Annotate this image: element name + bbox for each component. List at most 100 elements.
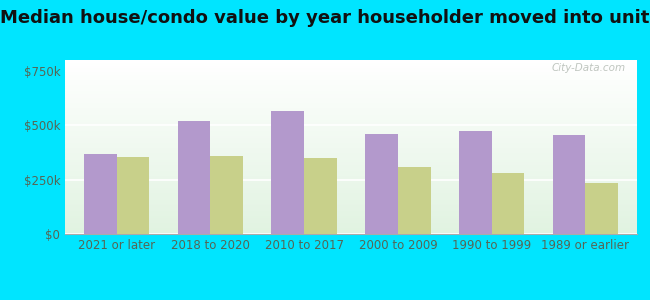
Bar	[65, 224, 637, 225]
Bar	[65, 225, 637, 227]
Bar	[65, 100, 637, 102]
Bar	[65, 88, 637, 90]
Bar	[65, 232, 637, 234]
Bar	[65, 79, 637, 81]
Bar	[65, 227, 637, 229]
Bar	[65, 145, 637, 147]
Bar	[65, 114, 637, 116]
Bar	[65, 164, 637, 166]
Bar	[65, 121, 637, 123]
Bar	[65, 192, 637, 194]
Bar	[65, 159, 637, 161]
Bar	[65, 128, 637, 130]
Bar	[65, 213, 637, 215]
Text: City-Data.com: City-Data.com	[551, 64, 625, 74]
Bar	[65, 124, 637, 126]
Bar	[65, 126, 637, 128]
Bar	[65, 81, 637, 82]
Bar	[65, 154, 637, 156]
Bar	[65, 133, 637, 135]
Bar	[65, 175, 637, 177]
Bar	[65, 64, 637, 65]
Bar	[65, 97, 637, 98]
Bar	[65, 152, 637, 154]
Bar	[65, 180, 637, 182]
Bar	[65, 194, 637, 196]
Bar	[65, 217, 637, 218]
Bar	[65, 149, 637, 151]
Bar	[65, 107, 637, 109]
Bar	[65, 110, 637, 112]
Bar	[65, 151, 637, 152]
Bar	[65, 196, 637, 197]
Bar	[65, 185, 637, 187]
Bar	[65, 112, 637, 114]
Bar	[65, 184, 637, 185]
Bar	[65, 103, 637, 105]
Bar	[65, 84, 637, 86]
Bar	[365, 134, 398, 234]
Bar	[65, 93, 637, 95]
Bar	[65, 69, 637, 70]
Bar	[65, 206, 637, 208]
Bar	[65, 166, 637, 168]
Bar	[65, 136, 637, 138]
Bar	[65, 169, 637, 171]
Bar	[65, 98, 637, 100]
Bar	[65, 220, 637, 222]
Bar	[65, 140, 637, 142]
Bar	[65, 90, 637, 91]
Bar	[65, 168, 637, 170]
Bar	[398, 167, 431, 234]
Bar	[65, 109, 637, 110]
Text: Median house/condo value by year householder moved into unit: Median house/condo value by year househo…	[0, 9, 650, 27]
Bar	[65, 62, 637, 64]
Bar	[65, 190, 637, 192]
Bar	[84, 154, 116, 234]
Bar	[65, 123, 637, 124]
Bar	[65, 187, 637, 189]
Bar	[65, 158, 637, 159]
Bar	[65, 171, 637, 173]
Bar	[65, 163, 637, 164]
Bar	[304, 158, 337, 234]
Bar	[65, 77, 637, 79]
Bar	[65, 86, 637, 88]
Bar	[65, 95, 637, 97]
Bar	[65, 215, 637, 217]
Bar	[65, 189, 637, 190]
Bar	[271, 111, 304, 234]
Bar	[65, 204, 637, 206]
Bar	[65, 147, 637, 149]
Bar	[65, 76, 637, 77]
Bar	[65, 130, 637, 131]
Bar	[65, 173, 637, 175]
Bar	[65, 208, 637, 210]
Bar	[65, 138, 637, 140]
Bar	[552, 135, 586, 234]
Bar	[65, 218, 637, 220]
Bar	[65, 142, 637, 143]
Bar	[65, 119, 637, 121]
Legend: Huntington, Virginia: Huntington, Virginia	[245, 299, 457, 300]
Bar	[65, 230, 637, 232]
Bar	[65, 161, 637, 163]
Bar	[65, 212, 637, 213]
Bar	[65, 102, 637, 103]
Bar	[116, 157, 150, 234]
Bar	[65, 60, 637, 62]
Bar	[65, 65, 637, 67]
Bar	[65, 82, 637, 84]
Bar	[65, 199, 637, 201]
Bar	[177, 121, 211, 234]
Bar	[65, 156, 637, 158]
Bar	[65, 203, 637, 204]
Bar	[65, 182, 637, 184]
Bar	[65, 105, 637, 107]
Bar	[65, 177, 637, 178]
Bar	[65, 222, 637, 224]
Bar	[65, 143, 637, 145]
Bar	[459, 131, 491, 234]
Bar	[65, 201, 637, 203]
Bar	[586, 183, 618, 234]
